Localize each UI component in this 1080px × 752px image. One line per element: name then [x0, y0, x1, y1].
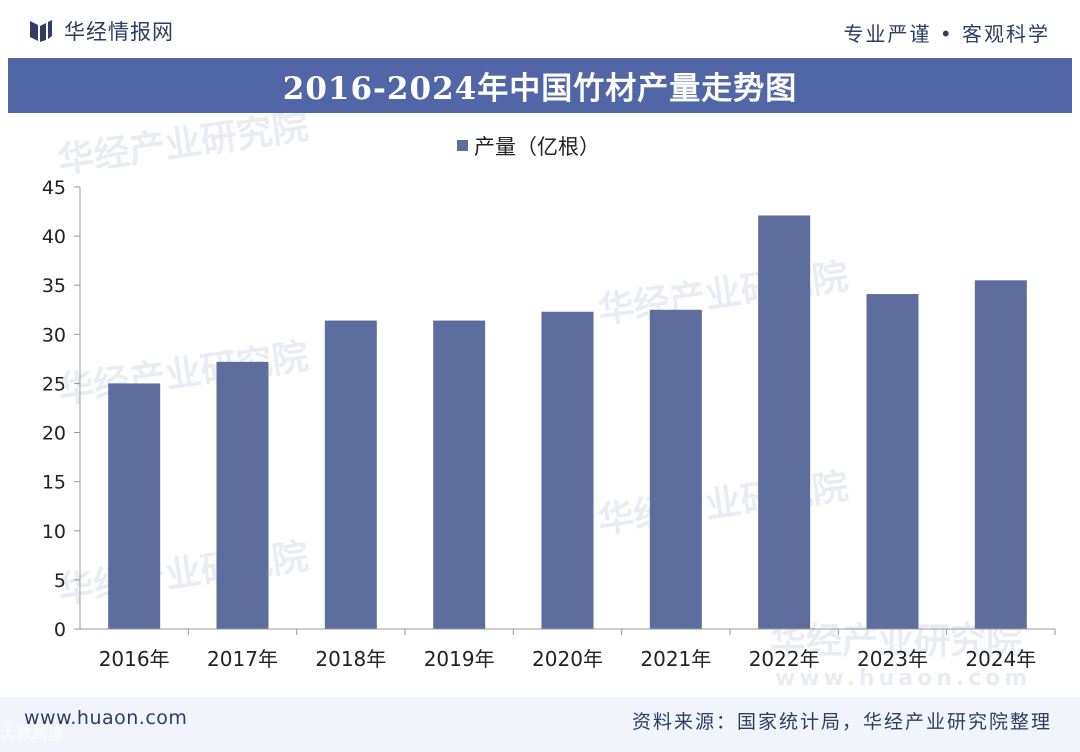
y-axis: 0 5 10 15 20 25 30 35 40 45	[42, 177, 81, 641]
bar	[216, 361, 269, 629]
legend-label: 产量（亿根）	[474, 135, 600, 159]
chart-legend: 产量（亿根）	[457, 135, 600, 159]
x-tick-label: 2016年	[99, 647, 170, 671]
watermark-url: www.huaon.com	[775, 666, 1031, 691]
watermark-text: 华经产业研究院	[596, 256, 851, 332]
x-tick-label: 2022年	[749, 647, 820, 671]
watermark-text: 华经产业研究院	[56, 336, 311, 412]
bar	[541, 311, 594, 629]
title-bar: 2016-2024年中国竹材产量走势图	[8, 58, 1072, 113]
y-tick-label: 35	[42, 275, 66, 297]
y-tick-label: 20	[42, 423, 66, 445]
bar	[866, 294, 919, 629]
x-tick-label: 2018年	[315, 647, 386, 671]
bar	[758, 215, 811, 629]
x-axis: 2016年 2017年 2018年 2019年 2020年 2021年 2022年 2023年…	[80, 628, 1056, 671]
x-tick-label: 2017年	[207, 647, 278, 671]
y-tick-label: 30	[42, 324, 66, 346]
legend-swatch	[457, 140, 468, 151]
watermark-text: 华经产业研究院	[56, 536, 311, 612]
bar	[974, 280, 1027, 629]
y-tick-label: 25	[42, 373, 66, 395]
bars	[108, 215, 1027, 629]
watermark-text: 华经产业研究院	[596, 466, 851, 542]
bar	[433, 320, 486, 629]
watermark-text: 华经产业研究院	[56, 113, 311, 182]
footer-url: www.huaon.com	[24, 707, 188, 729]
x-tick-label: 2021年	[640, 647, 711, 671]
overlay-watermark: 大数跨境	[0, 724, 65, 743]
y-tick-label: 10	[42, 521, 66, 543]
y-tick-label: 5	[54, 570, 66, 592]
y-tick-label: 45	[42, 177, 66, 199]
y-tick-label: 40	[42, 226, 66, 248]
bar	[108, 383, 161, 629]
top-bar: 华经情报网 专业严谨 • 客观科学	[0, 0, 1080, 58]
x-tick-label: 2024年	[965, 647, 1036, 671]
x-tick-label: 2023年	[857, 647, 928, 671]
y-tick-label: 0	[54, 619, 66, 641]
logo: 华经情报网	[28, 17, 174, 45]
bar	[649, 309, 702, 629]
bar	[324, 320, 377, 629]
huajing-logo-icon	[30, 20, 52, 42]
y-tick-label: 15	[42, 472, 66, 494]
x-tick-label: 2019年	[424, 647, 495, 671]
bar-chart: 华经产业研究院 华经产业研究院 华经产业研究院 华经产业研究院 华经产业研究院 …	[42, 113, 1056, 691]
logo-text: 华经情报网	[64, 20, 174, 44]
footer-bar: www.huaon.com 资料来源：国家统计局，华经产业研究院整理	[0, 697, 1080, 752]
footer-source: 资料来源：国家统计局，华经产业研究院整理	[631, 711, 1052, 733]
header-slogan: 专业严谨 • 客观科学	[843, 22, 1050, 46]
chart-title: 2016-2024年中国竹材产量走势图	[282, 71, 798, 107]
x-tick-label: 2020年	[532, 647, 603, 671]
